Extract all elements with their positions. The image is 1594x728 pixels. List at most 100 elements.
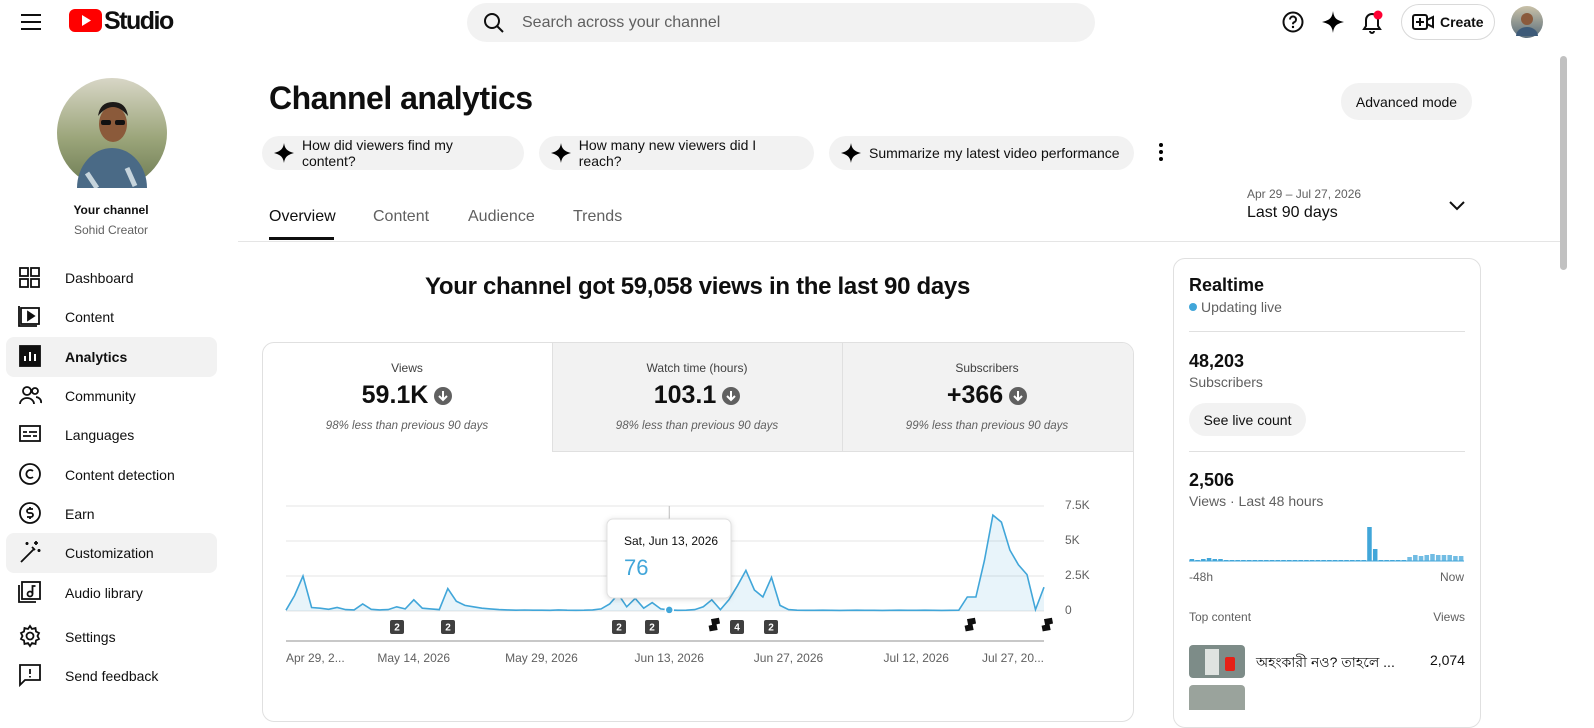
live-dot bbox=[1189, 303, 1197, 311]
community-icon bbox=[19, 386, 42, 405]
nav-item[interactable]: Content detection bbox=[65, 467, 175, 483]
bar bbox=[1189, 559, 1195, 561]
bar bbox=[1327, 560, 1332, 561]
notifications-icon[interactable] bbox=[1361, 10, 1385, 36]
video-views: 2,074 bbox=[1429, 652, 1465, 668]
channel-avatar[interactable] bbox=[57, 78, 167, 188]
suggestion-chip[interactable]: How many new viewers did I reach? bbox=[539, 136, 814, 170]
content-icon bbox=[18, 306, 40, 327]
metric-tab[interactable]: Views 59.1K 98% less than previous 90 da… bbox=[262, 343, 552, 451]
dropdown-icon[interactable] bbox=[1448, 199, 1466, 213]
bar bbox=[1401, 560, 1407, 561]
sparkle-icon bbox=[841, 143, 861, 163]
x-tick-label: Now bbox=[1440, 570, 1464, 584]
earn-icon bbox=[19, 502, 41, 524]
nav-item[interactable]: Customization bbox=[65, 545, 154, 561]
scrollbar-thumb[interactable] bbox=[1560, 56, 1567, 270]
bar bbox=[1321, 560, 1326, 561]
nav-item[interactable]: Settings bbox=[65, 629, 116, 645]
bar bbox=[1298, 560, 1303, 561]
search-box[interactable]: Search across your channel bbox=[467, 3, 1095, 42]
views-label: Views · Last 48 hours bbox=[1189, 493, 1324, 509]
nav-icons bbox=[18, 267, 42, 688]
bar bbox=[1309, 560, 1315, 561]
down-icon bbox=[1009, 386, 1028, 405]
chip-label: How did viewers find my content? bbox=[301, 137, 453, 169]
suggestion-chip[interactable]: Summarize my latest video performance bbox=[829, 136, 1134, 170]
logo-icon[interactable] bbox=[69, 8, 103, 34]
logo-text[interactable]: Studio bbox=[104, 7, 174, 35]
tab[interactable]: Trends bbox=[573, 208, 623, 225]
x-tick-label: Jul 12, 2026 bbox=[884, 651, 950, 665]
bar bbox=[1384, 560, 1389, 561]
analytics-icon bbox=[19, 345, 41, 367]
bar bbox=[1424, 555, 1430, 561]
channel-name: Sohid Creator bbox=[73, 223, 149, 237]
metric-tab[interactable]: Watch time (hours) 103.1 98% less than p… bbox=[552, 343, 842, 451]
help-icon[interactable] bbox=[1282, 11, 1306, 35]
y-tick-label: 2.5K bbox=[1065, 568, 1090, 582]
divider bbox=[1189, 331, 1465, 332]
x-tick-label: May 29, 2026 bbox=[505, 651, 578, 665]
shorts-icon bbox=[1041, 617, 1054, 632]
realtime-title: Realtime bbox=[1189, 275, 1265, 295]
page: Channel analytics { "header": {"logo_tex… bbox=[6, 3, 1567, 728]
account-avatar[interactable] bbox=[1511, 6, 1543, 38]
video-thumbnail[interactable] bbox=[1189, 685, 1245, 710]
area-fill bbox=[286, 515, 1044, 611]
divider bbox=[1189, 451, 1465, 452]
chip-label: Summarize my latest video performance bbox=[869, 145, 1120, 161]
event-marker bbox=[645, 620, 659, 634]
bar bbox=[1292, 560, 1298, 561]
chip-label: How many new viewers did I reach? bbox=[578, 137, 757, 169]
metric-tab[interactable]: Subscribers +366 99% less than previous … bbox=[842, 343, 1132, 451]
ai-icon[interactable] bbox=[1322, 11, 1344, 33]
bar bbox=[1269, 560, 1275, 561]
bar bbox=[1218, 559, 1223, 561]
sparkle-icon bbox=[274, 143, 294, 163]
event-marker bbox=[730, 620, 744, 634]
metric-value: 103.1 bbox=[653, 381, 717, 409]
suggestion-chip[interactable]: How did viewers find my content? bbox=[262, 136, 524, 170]
video-title[interactable]: অহংকারী নও? তাহলে ... bbox=[1256, 654, 1395, 670]
nav-item[interactable]: Languages bbox=[65, 427, 135, 443]
create-label: Create bbox=[1440, 14, 1484, 30]
create-button[interactable]: Create bbox=[1401, 4, 1495, 40]
live-count-button[interactable]: See live count bbox=[1189, 403, 1306, 436]
nav-item[interactable]: Audio library bbox=[65, 585, 143, 601]
menu-icon[interactable] bbox=[20, 12, 42, 32]
bar bbox=[1332, 560, 1338, 561]
bar bbox=[1241, 560, 1246, 561]
event-marker-label: 2 bbox=[616, 623, 622, 634]
bar bbox=[1246, 560, 1252, 561]
bar bbox=[1252, 560, 1258, 561]
tab[interactable]: Content bbox=[373, 208, 430, 225]
y-tick-label: 0 bbox=[1065, 603, 1072, 617]
divider bbox=[842, 343, 843, 452]
tooltip-value: 76 bbox=[624, 555, 648, 580]
bar bbox=[1430, 554, 1435, 561]
down-icon bbox=[722, 386, 741, 405]
nav-item[interactable]: Content bbox=[65, 309, 115, 325]
advanced-mode-button[interactable]: Advanced mode bbox=[1341, 83, 1472, 120]
nav-item[interactable]: Community bbox=[65, 388, 136, 404]
tab[interactable]: Overview bbox=[269, 208, 336, 225]
more-icon[interactable] bbox=[1155, 141, 1167, 163]
tab[interactable]: Audience bbox=[468, 208, 535, 225]
shorts-icon bbox=[708, 617, 721, 632]
views-column-label: Views bbox=[1433, 610, 1465, 624]
channel-heading: Your channel bbox=[73, 203, 149, 217]
bar bbox=[1453, 556, 1458, 561]
tab-indicator bbox=[269, 237, 334, 240]
bar bbox=[1395, 560, 1401, 561]
bar bbox=[1223, 560, 1229, 561]
nav-item[interactable]: Analytics bbox=[65, 349, 128, 365]
metric-comparison: 98% less than previous 90 days bbox=[615, 420, 779, 432]
nav-item[interactable]: Dashboard bbox=[65, 270, 134, 286]
metric-value: +366 bbox=[946, 381, 1004, 409]
nav-item[interactable]: Earn bbox=[65, 506, 95, 522]
nav-item[interactable]: Send feedback bbox=[65, 668, 159, 684]
video-thumbnail[interactable] bbox=[1189, 645, 1245, 678]
period-label[interactable]: Last 90 days bbox=[1247, 204, 1338, 221]
settings-icon bbox=[19, 624, 41, 648]
